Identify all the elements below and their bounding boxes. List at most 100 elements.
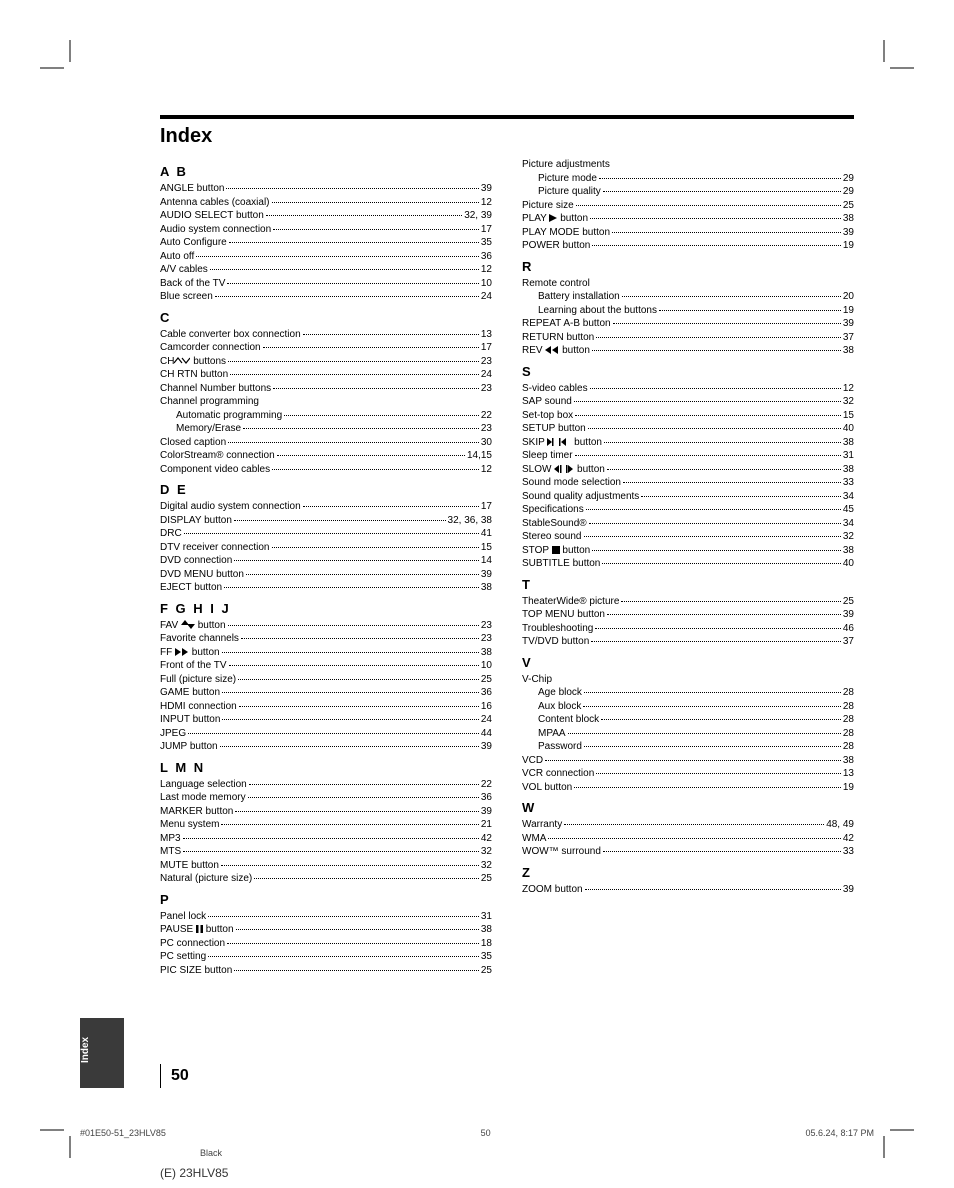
index-entry: Memory/Erase23 (160, 422, 492, 436)
leader-dots (545, 760, 841, 761)
entry-page: 37 (843, 331, 854, 345)
leader-dots (208, 956, 479, 957)
leader-dots (272, 202, 479, 203)
entry-label: WMA (522, 832, 546, 846)
footer-black: Black (200, 1148, 222, 1158)
entry-page: 37 (843, 635, 854, 649)
leader-dots (599, 178, 841, 179)
entry-page: 24 (481, 713, 492, 727)
entry-label: Picture size (522, 199, 574, 213)
index-entry: Learning about the buttons19 (522, 304, 854, 318)
entry-label: VCR connection (522, 767, 594, 781)
entry-page: 32 (481, 845, 492, 859)
index-entry: Sound quality adjustments34 (522, 490, 854, 504)
entry-label: Picture quality (538, 185, 601, 199)
entry-page: 29 (843, 172, 854, 186)
index-entry: FF button38 (160, 646, 492, 660)
entry-page: 17 (481, 223, 492, 237)
entry-page: 38 (843, 436, 854, 450)
entry-label: SUBTITLE button (522, 557, 600, 571)
entry-label: RETURN button (522, 331, 594, 345)
entry-page: 42 (843, 832, 854, 846)
entry-label: Antenna cables (coaxial) (160, 196, 270, 210)
leader-dots (210, 269, 479, 270)
entry-label: Picture adjustments (522, 158, 610, 172)
entry-page: 39 (481, 740, 492, 754)
entry-page: 39 (843, 226, 854, 240)
index-entry: Automatic programming22 (160, 409, 492, 423)
entry-page: 14,15 (467, 449, 492, 463)
entry-page: 23 (481, 619, 492, 633)
index-entry: Battery installation20 (522, 290, 854, 304)
entry-label: Sound mode selection (522, 476, 621, 490)
entry-page: 39 (843, 883, 854, 897)
entry-page: 35 (481, 236, 492, 250)
leader-dots (215, 296, 479, 297)
entry-page: 33 (843, 476, 854, 490)
leader-dots (613, 323, 841, 324)
entry-page: 18 (481, 937, 492, 951)
leader-dots (227, 943, 479, 944)
leader-dots (592, 350, 841, 351)
entry-label: Memory/Erase (176, 422, 241, 436)
entry-label: TheaterWide® picture (522, 595, 619, 609)
entry-page: 28 (843, 727, 854, 741)
leader-dots (228, 442, 479, 443)
leader-dots (576, 205, 841, 206)
entry-page: 38 (481, 581, 492, 595)
leader-dots (607, 469, 841, 470)
entry-label: DVD MENU button (160, 568, 244, 582)
index-entry: SAP sound32 (522, 395, 854, 409)
entry-label: FF button (160, 646, 220, 660)
ch-icon (174, 356, 190, 367)
entry-label: Learning about the buttons (538, 304, 657, 318)
leader-dots (590, 388, 841, 389)
index-entry: Aux block28 (522, 700, 854, 714)
entry-page: 22 (481, 778, 492, 792)
footer-model: (E) 23HLV85 (160, 1166, 228, 1180)
entry-page: 28 (843, 700, 854, 714)
leader-dots (229, 242, 479, 243)
leader-dots (603, 191, 841, 192)
entry-label: DISPLAY button (160, 514, 232, 528)
skip-icon (547, 437, 571, 448)
leader-dots (272, 469, 479, 470)
index-entry: DVD MENU button39 (160, 568, 492, 582)
leader-dots (222, 692, 479, 693)
entry-page: 38 (843, 463, 854, 477)
entry-page: 24 (481, 290, 492, 304)
index-entry: POWER button19 (522, 239, 854, 253)
entry-label: VCD (522, 754, 543, 768)
entry-label: SKIP button (522, 436, 602, 450)
entry-page: 31 (843, 449, 854, 463)
leader-dots (254, 878, 479, 879)
crop-mark-br (874, 1118, 914, 1158)
leader-dots (220, 746, 479, 747)
entry-label: MPAA (538, 727, 566, 741)
entry-label: Full (picture size) (160, 673, 236, 687)
entry-label: Language selection (160, 778, 247, 792)
leader-dots (659, 310, 841, 311)
index-entry: Cable converter box connection13 (160, 328, 492, 342)
entry-label: Natural (picture size) (160, 872, 252, 886)
leader-dots (591, 641, 841, 642)
entry-label: PC setting (160, 950, 206, 964)
entry-label: CH RTN button (160, 368, 228, 382)
index-entry: WMA 42 (522, 832, 854, 846)
leader-dots (603, 851, 841, 852)
entry-label: Last mode memory (160, 791, 246, 805)
entry-label: ZOOM button (522, 883, 583, 897)
entry-label: Auto off (160, 250, 194, 264)
index-col-left: A BANGLE button39Antenna cables (coaxial… (160, 158, 492, 977)
entry-page: 25 (481, 872, 492, 886)
leader-dots (234, 560, 479, 561)
leader-dots (601, 719, 841, 720)
index-entry: PLAY button38 (522, 212, 854, 226)
index-entry: STOP button38 (522, 544, 854, 558)
index-entry: Auto off36 (160, 250, 492, 264)
stop-icon (552, 545, 560, 556)
leader-dots (602, 563, 841, 564)
leader-dots (235, 811, 479, 812)
leader-dots (548, 838, 840, 839)
leader-dots (568, 733, 841, 734)
